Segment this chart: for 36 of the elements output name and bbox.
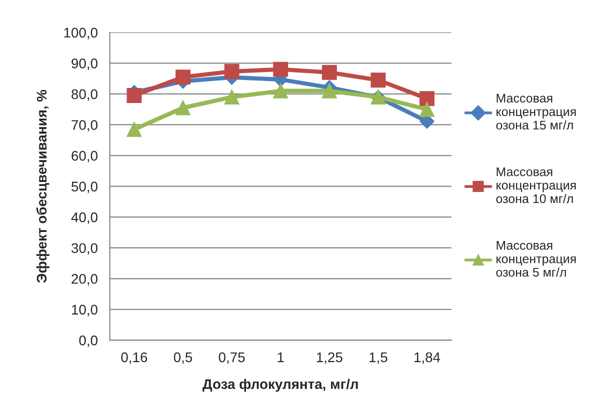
legend-label: Массовая концентрация озона 15 мг/л — [496, 94, 576, 130]
point — [126, 88, 142, 103]
y-tick-label: 20,0 — [72, 274, 98, 286]
point — [420, 102, 434, 117]
point — [273, 83, 288, 98]
x-tick-label: 0,75 — [218, 352, 245, 364]
point — [370, 72, 386, 88]
legend-label: Массовая концентрация озона 5 мг/л — [496, 241, 576, 277]
y-tick-label: 40,0 — [71, 212, 98, 224]
point — [322, 64, 337, 80]
x-tick-label: 1,5 — [370, 352, 388, 364]
y-tick-label: 30,0 — [71, 243, 98, 255]
x-tick-label: 1 — [278, 352, 284, 362]
y-tick-label: 90,0 — [72, 58, 98, 70]
y-axis-title: Эффект обесцвечивания, % — [36, 90, 50, 283]
point — [224, 64, 240, 79]
x-tick-label: 1,25 — [316, 352, 342, 364]
point — [176, 70, 190, 84]
point — [322, 83, 337, 98]
point — [224, 90, 240, 105]
x-tick-label: 0,16 — [121, 352, 148, 364]
x-tick-label: 0,5 — [174, 352, 192, 364]
point — [273, 62, 288, 77]
y-tick-label: 0,0 — [79, 336, 98, 348]
y-tick-label: 50,0 — [72, 182, 98, 194]
x-tick-label: 1,84 — [414, 352, 440, 364]
point — [126, 122, 142, 137]
point — [420, 91, 434, 106]
y-tick-label: 60,0 — [72, 150, 98, 162]
y-tick-label: 80,0 — [72, 89, 98, 101]
x-axis-title: Доза флокулянта, мг/л — [202, 378, 358, 392]
legend-label: Массовая концентрация озона 10 мг/л — [496, 167, 576, 204]
y-tick-label: 100,0 — [64, 28, 98, 40]
y-tick-label: 70,0 — [72, 120, 98, 132]
point — [176, 100, 190, 116]
y-tick-label: 10,0 — [72, 304, 98, 316]
